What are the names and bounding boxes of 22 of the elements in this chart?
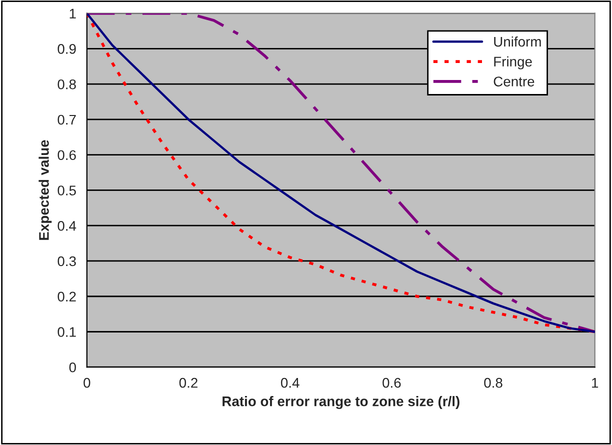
- x-axis-title: Ratio of error range to zone size (r/l): [222, 396, 460, 410]
- y-tick-label: 0.5: [58, 186, 76, 196]
- x-tick-label: 0.2: [179, 378, 198, 388]
- y-axis-title: Expected value: [38, 140, 52, 240]
- y-tick-label: 0.8: [58, 79, 76, 90]
- x-tick-label: 0.8: [484, 378, 502, 388]
- y-tick-label: 0.7: [58, 114, 76, 125]
- x-tick-label: 0.6: [382, 378, 401, 388]
- y-tick-label: 1: [70, 8, 76, 18]
- y-tick-label: 0.6: [58, 150, 76, 160]
- y-tick-label: 0.9: [58, 44, 76, 54]
- x-tick-label: 0.4: [280, 378, 300, 388]
- y-tick-label: 0.3: [58, 256, 76, 266]
- x-tick-label: 1: [592, 378, 598, 388]
- x-tick-label: 0: [84, 378, 90, 388]
- y-tick-label: 0.2: [58, 292, 76, 302]
- y-tick-label: 0.4: [58, 220, 76, 231]
- legend-label: Uniform: [494, 36, 541, 47]
- y-tick-label: 0: [69, 362, 76, 372]
- legend-label: Fringe: [494, 56, 532, 70]
- legend-label: Centre: [494, 76, 534, 86]
- y-tick-label: 0.1: [58, 327, 76, 337]
